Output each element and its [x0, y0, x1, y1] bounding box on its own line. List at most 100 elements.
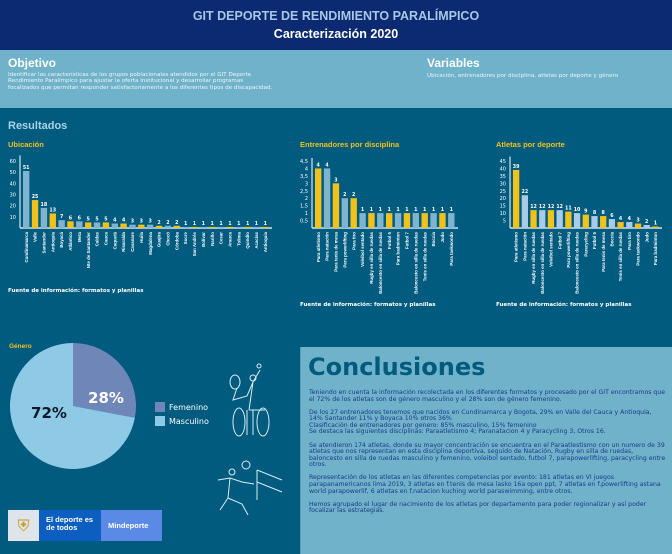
x-tick-label: Para natación	[325, 232, 330, 261]
x-tick-label: Atlántico	[68, 232, 73, 251]
bar	[40, 207, 48, 228]
bar	[138, 224, 145, 228]
x-tick-label: Casanare	[130, 231, 135, 251]
chart-title-entrenadores: Entrenadores por disciplina	[300, 140, 400, 149]
data-label: 2	[343, 192, 346, 198]
bar	[76, 221, 83, 228]
data-label: 1	[388, 207, 391, 213]
data-label: 1	[255, 221, 258, 227]
data-label: 12	[556, 204, 563, 210]
data-label: 25	[32, 194, 39, 200]
x-tick-label: Para powerlifting	[342, 232, 347, 268]
x-tick-label: Cauca	[104, 231, 109, 245]
data-label: 12	[539, 204, 546, 210]
x-tick-label: Sucre	[183, 231, 188, 244]
data-label: 3	[131, 219, 134, 225]
data-label: 51	[23, 165, 30, 171]
chart-ubicacion: 10203040506051Cundinamarca25Valle18Santa…	[10, 155, 272, 268]
bar	[244, 226, 251, 228]
y-tick-label: 25	[500, 189, 506, 195]
x-tick-label: Caquetá	[112, 231, 117, 249]
x-tick-label: Para badminton	[653, 232, 658, 265]
conclusiones-panel: Conclusiones Teniendo en cuenta la infor…	[300, 347, 672, 554]
x-tick-label: Para taekwondo	[449, 232, 454, 266]
bar	[556, 210, 563, 228]
bar	[368, 213, 375, 228]
data-label: 1	[379, 207, 382, 213]
bar	[235, 226, 242, 228]
data-label: 2	[645, 219, 648, 225]
y-tick-label: 40	[500, 166, 506, 172]
data-label: 1	[441, 207, 444, 213]
data-label: 18	[41, 202, 48, 208]
x-tick-label: San Andrés	[192, 231, 197, 256]
data-label: 1	[423, 207, 426, 213]
data-label: 1	[246, 221, 249, 227]
x-tick-label: Nte de Santander	[86, 232, 91, 268]
data-label: 1	[396, 207, 399, 213]
legend-label: Femenino	[169, 402, 209, 412]
data-label: 10	[574, 207, 581, 213]
y-tick-label: 15	[500, 204, 506, 210]
x-tick-label: Rugby en silla de ruedas	[531, 231, 536, 283]
data-label: 4	[122, 218, 126, 224]
objective-band: Objetivo Identificar las características…	[0, 50, 672, 108]
x-tick-label: Bolívar	[201, 232, 206, 247]
data-label: 5	[104, 216, 107, 222]
y-tick-label: 5	[503, 219, 506, 225]
pie-slice	[10, 343, 135, 469]
bar	[323, 168, 331, 228]
bar	[93, 222, 101, 228]
y-tick-label: 20	[10, 204, 16, 210]
y-tick-label: 30	[500, 181, 506, 187]
objetivo-title: Objetivo	[8, 56, 57, 70]
data-label: 3	[140, 219, 143, 225]
bar	[209, 226, 216, 228]
bar	[386, 213, 393, 228]
data-label: 2	[175, 220, 178, 226]
x-tick-label: Boccia	[609, 231, 614, 246]
data-label: 1	[219, 221, 222, 227]
bar	[31, 200, 39, 228]
pie-label-masculino: 72%	[31, 404, 67, 422]
x-tick-label: Para tiro	[627, 232, 632, 250]
data-label: 3	[334, 177, 337, 183]
x-tick-label: Futbol 7	[557, 231, 562, 249]
bar	[617, 222, 624, 228]
bar	[547, 210, 555, 228]
x-tick-label: Quindío	[245, 232, 250, 249]
variables-text: Ubicación, entrenadores por disciplina, …	[427, 73, 619, 79]
pie-label-femenino: 28%	[88, 389, 124, 407]
y-tick-label: 60	[10, 159, 16, 165]
y-tick-label: 2,5	[300, 189, 308, 195]
x-tick-label: Para natación	[522, 232, 527, 261]
bar	[58, 220, 65, 228]
bar	[573, 213, 581, 228]
bar	[394, 213, 402, 228]
y-tick-label: 45	[500, 159, 506, 165]
data-label: 5	[87, 216, 90, 222]
data-label: 1	[184, 221, 187, 227]
x-tick-label: Para badminton	[396, 232, 401, 265]
x-tick-label: Para atletismo	[316, 232, 321, 262]
bar	[129, 224, 136, 228]
x-tick-label: Voleibol sentado	[360, 232, 365, 267]
bar	[539, 210, 546, 228]
y-tick-label: 10	[10, 215, 16, 221]
y-tick-label: 35	[500, 174, 506, 180]
data-label: 4	[113, 218, 117, 224]
source-note: Fuente de información: formatos y planil…	[496, 302, 632, 308]
bar	[439, 213, 446, 228]
x-tick-label: Baloncesto en silla de ruedas	[413, 231, 418, 293]
conclusion-paragraph: Representación de los atletas en las dif…	[309, 474, 661, 495]
data-label: 4	[317, 162, 321, 168]
x-tick-label: Nariño	[210, 232, 215, 246]
y-tick-label: 4	[305, 166, 308, 172]
y-tick-label: 50	[10, 170, 16, 176]
data-label: 1	[432, 207, 435, 213]
x-tick-label: Acacías	[254, 231, 259, 248]
brand: Mindeporte	[101, 510, 162, 541]
data-label: 1	[211, 221, 214, 227]
